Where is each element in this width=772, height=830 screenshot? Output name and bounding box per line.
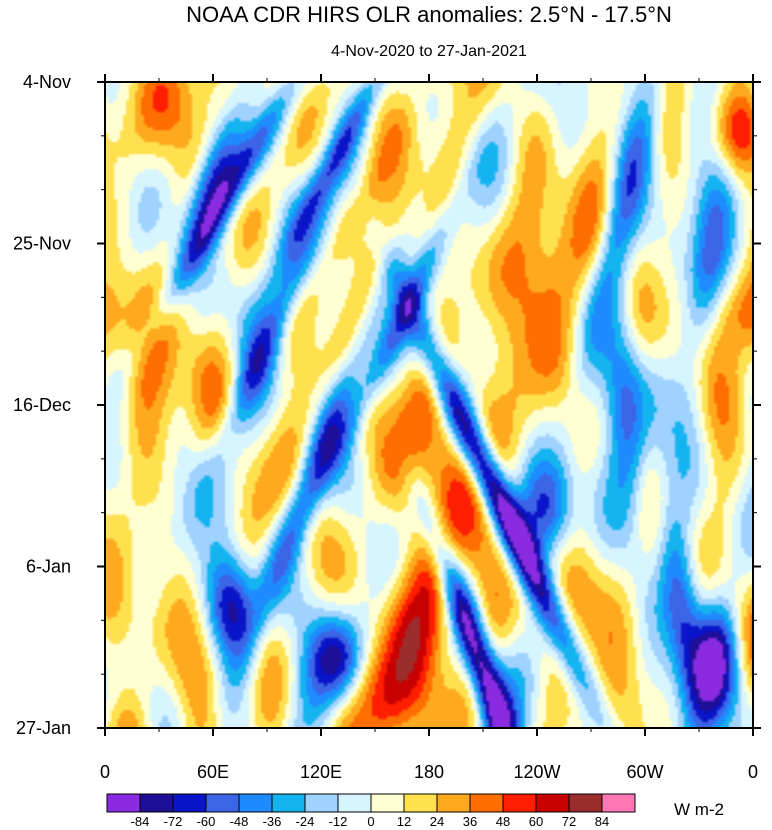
colorbar-swatch bbox=[370, 793, 405, 813]
colorbar-swatch bbox=[205, 793, 240, 813]
colorbar-swatch bbox=[502, 793, 537, 813]
x-tick-label: 180 bbox=[414, 762, 444, 782]
colorbar-swatch bbox=[304, 793, 339, 813]
colorbar: -84 -72 -60 -48 -36 -24 -12 0 12 24 36 48 60 72 84 bbox=[106, 793, 636, 829]
y-tick-label: 25-Nov bbox=[13, 234, 71, 254]
colorbar-swatch bbox=[469, 793, 504, 813]
colorbar-swatch bbox=[271, 793, 306, 813]
x-axis: 0 60E 120E 180 120W 60W 0 bbox=[100, 74, 758, 782]
colorbar-label: -24 bbox=[296, 814, 315, 829]
colorbar-label: -36 bbox=[263, 814, 282, 829]
colorbar-label: -12 bbox=[329, 814, 348, 829]
colorbar-label: 72 bbox=[562, 814, 576, 829]
y-tick-label: 16-Dec bbox=[13, 395, 71, 415]
y-axis: 4-Nov 25-Nov 16-Dec 6-Jan 27-Jan bbox=[13, 72, 761, 738]
x-tick-label: 120W bbox=[513, 762, 560, 782]
colorbar-swatch bbox=[172, 793, 207, 813]
colorbar-label: 84 bbox=[595, 814, 609, 829]
colorbar-label: -60 bbox=[197, 814, 216, 829]
anomaly-heatmap bbox=[105, 82, 753, 728]
colorbar-swatch bbox=[436, 793, 471, 813]
chart-subtitle: 4-Nov-2020 to 27-Jan-2021 bbox=[331, 43, 527, 60]
colorbar-swatch bbox=[238, 793, 273, 813]
plot-area bbox=[104, 81, 754, 729]
y-tick-label: 6-Jan bbox=[26, 557, 71, 577]
x-tick-label: 60W bbox=[626, 762, 663, 782]
colorbar-label: 0 bbox=[367, 814, 374, 829]
colorbar-swatch bbox=[139, 793, 174, 813]
colorbar-label: 48 bbox=[496, 814, 510, 829]
colorbar-swatch bbox=[601, 793, 636, 813]
colorbar-label: 12 bbox=[397, 814, 411, 829]
colorbar-swatch bbox=[535, 793, 570, 813]
colorbar-swatch bbox=[568, 793, 603, 813]
colorbar-label: -72 bbox=[164, 814, 183, 829]
colorbar-label: 36 bbox=[463, 814, 477, 829]
colorbar-units: W m-2 bbox=[674, 800, 724, 819]
colorbar-label: -48 bbox=[230, 814, 249, 829]
colorbar-label: -84 bbox=[131, 814, 150, 829]
y-tick-label: 4-Nov bbox=[23, 72, 71, 92]
colorbar-swatch bbox=[337, 793, 372, 813]
x-tick-label: 120E bbox=[300, 762, 342, 782]
colorbar-swatch bbox=[403, 793, 438, 813]
colorbar-swatch bbox=[106, 793, 141, 813]
y-tick-label: 27-Jan bbox=[16, 718, 71, 738]
x-tick-label: 60E bbox=[197, 762, 229, 782]
x-tick-label: 0 bbox=[100, 762, 110, 782]
chart-title: NOAA CDR HIRS OLR anomalies: 2.5°N - 17.… bbox=[186, 2, 672, 27]
x-tick-label: 0 bbox=[748, 762, 758, 782]
colorbar-label: 60 bbox=[529, 814, 543, 829]
colorbar-label: 24 bbox=[430, 814, 444, 829]
